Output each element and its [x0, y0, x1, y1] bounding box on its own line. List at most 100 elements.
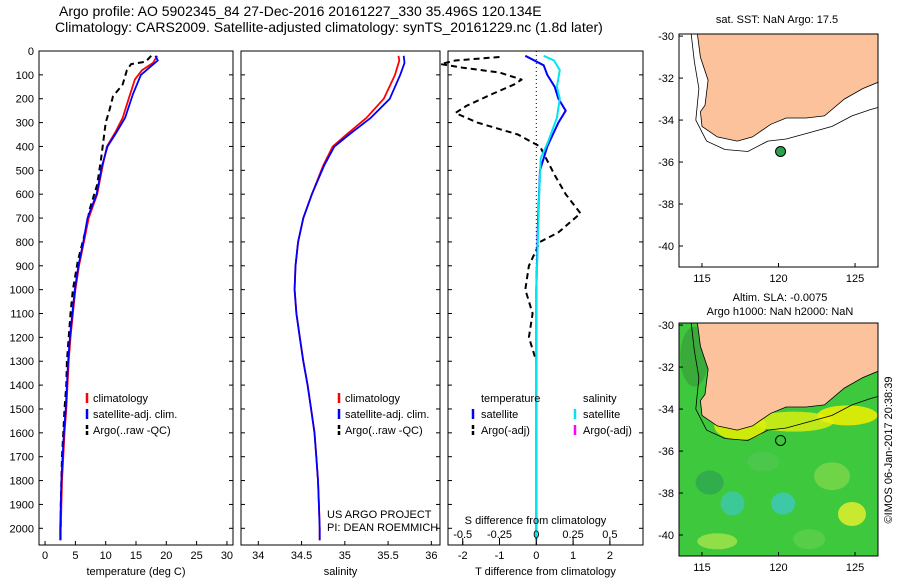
sla-anomaly-patch: [771, 492, 796, 515]
map-y-tick-label: -30: [658, 320, 674, 332]
x-tick-label-temperature: 20: [160, 550, 172, 562]
y-tick-label: 600: [16, 189, 34, 201]
imos-credit: ©IMOS 06-Jan-2017 20:38:39: [883, 377, 895, 524]
x-tick-label-temperature: 30: [221, 550, 233, 562]
legend-title-salinity: salinity: [583, 393, 617, 405]
sla-anomaly-patch: [817, 405, 878, 426]
legend-label-temp: Argo(..raw -QC): [93, 425, 171, 437]
x-tick-label-difference: 0: [533, 550, 539, 562]
x-tick-label-salinity: 35.5: [377, 550, 398, 562]
legend-label-sal: Argo(..raw -QC): [345, 425, 423, 437]
map-x-tick-label: 125: [846, 273, 864, 285]
land-mass: [696, 322, 879, 431]
y-tick-label: 200: [16, 94, 34, 106]
sst-map-title: sat. SST: NaN Argo: 17.5: [716, 14, 838, 26]
legend-label-diff: Argo(-adj): [481, 425, 530, 437]
y-tick-label: 800: [16, 237, 34, 249]
y-tick-label: 0: [28, 46, 34, 58]
x-tick-label-salinity: 34.5: [291, 550, 312, 562]
land-mass: [696, 33, 879, 142]
x-tick-label-difference: -1: [495, 550, 505, 562]
y-tick-label: 1200: [10, 332, 34, 344]
x-axis-label-top: S difference from climatology: [465, 515, 607, 527]
header-line-1: Argo profile: AO 5902345_84 27-Dec-2016 …: [59, 3, 542, 19]
sla-map: [678, 322, 879, 557]
shelf-contour: [690, 33, 879, 152]
map-y-tick-label: -30: [658, 31, 674, 43]
sla-anomaly-patch: [837, 502, 866, 527]
y-tick-label: 300: [16, 118, 34, 130]
x-tick-label-salinity: 36: [425, 550, 437, 562]
legend-label-diff: satellite: [583, 409, 620, 421]
annotation-pi: PI: DEAN ROEMMICH: [327, 522, 438, 534]
x-tick-label-temperature: 5: [72, 550, 78, 562]
x-tick-top-label: -0.25: [487, 529, 512, 541]
sla-anomaly-patch: [697, 533, 738, 550]
x-tick-label-temperature: 0: [42, 550, 48, 562]
y-tick-label: 1500: [10, 404, 34, 416]
y-tick-label: 1600: [10, 428, 34, 440]
sla-anomaly-patch: [720, 491, 745, 516]
legend-label-sal: climatology: [345, 393, 401, 405]
x-axis-label-difference: T difference from climatology: [475, 566, 616, 578]
y-tick-label: 1300: [10, 356, 34, 368]
x-tick-top-label: -0.5: [453, 529, 472, 541]
x-tick-top-label: 0: [533, 529, 539, 541]
legend-label-diff: satellite: [481, 409, 518, 421]
annotation-project: US ARGO PROJECT: [327, 509, 432, 521]
x-axis-label-temperature: temperature (deg C): [86, 566, 185, 578]
x-tick-top-label: 0.5: [602, 529, 617, 541]
x-tick-label-salinity: 34: [252, 550, 264, 562]
map-y-tick-label: -34: [658, 404, 674, 416]
x-tick-label-temperature: 25: [191, 550, 203, 562]
line-temp-satellite: [59, 55, 159, 541]
legend-label-temp: climatology: [93, 393, 149, 405]
sla-anomaly-patch: [793, 529, 826, 550]
x-axis-label-salinity: salinity: [324, 566, 358, 578]
y-tick-label: 1800: [10, 476, 34, 488]
x-tick-label-difference: 2: [607, 550, 613, 562]
argo-position-marker: [775, 434, 787, 446]
sla-map-title-2: Argo h1000: NaN h2000: NaN: [707, 306, 854, 318]
sla-anomaly-patch: [695, 470, 724, 495]
map-y-tick-label: -36: [658, 157, 674, 169]
map-y-tick-label: -38: [658, 488, 674, 500]
legend-title-temperature: temperature: [481, 393, 540, 405]
x-tick-top-label: 0.25: [562, 529, 583, 541]
x-tick-label-difference: 1: [570, 550, 576, 562]
map-x-tick-label: 125: [846, 562, 864, 574]
legend-label-sal: satellite-adj. clim.: [345, 409, 429, 421]
map-y-tick-label: -34: [658, 115, 674, 127]
shelf-contour: [690, 322, 879, 441]
map-y-tick-label: -38: [658, 199, 674, 211]
map-y-tick-label: -32: [658, 362, 674, 374]
y-tick-label: 1700: [10, 452, 34, 464]
map-x-tick-label: 115: [693, 273, 711, 285]
map-y-tick-label: -32: [658, 73, 674, 85]
sla-anomaly-patch: [747, 451, 780, 472]
sst-map: [678, 33, 879, 268]
line-S-satellite-diff: [535, 54, 561, 541]
y-tick-label: 1000: [10, 285, 34, 297]
map-y-tick-label: -36: [658, 446, 674, 458]
y-tick-label: 1900: [10, 499, 34, 511]
y-tick-label: 900: [16, 261, 34, 273]
y-tick-label: 1100: [10, 309, 34, 321]
x-tick-label-temperature: 10: [100, 550, 112, 562]
map-x-tick-label: 115: [693, 562, 711, 574]
line-sal-satellite: [293, 55, 406, 541]
sla-anomaly-patch: [814, 462, 851, 491]
y-tick-label: 400: [16, 141, 34, 153]
y-tick-label: 2000: [10, 523, 34, 535]
x-tick-label-difference: -2: [458, 550, 468, 562]
x-tick-label-salinity: 35: [339, 550, 351, 562]
panel-frame-temperature: [38, 50, 234, 546]
map-y-tick-label: -40: [658, 530, 674, 542]
map-x-tick-label: 120: [769, 273, 787, 285]
map-y-tick-label: -40: [658, 241, 674, 253]
legend-label-temp: satellite-adj. clim.: [93, 409, 177, 421]
y-tick-label: 500: [16, 165, 34, 177]
panel-frame-difference: [447, 50, 644, 546]
sla-map-title-1: Altim. SLA: -0.0075: [733, 292, 828, 304]
